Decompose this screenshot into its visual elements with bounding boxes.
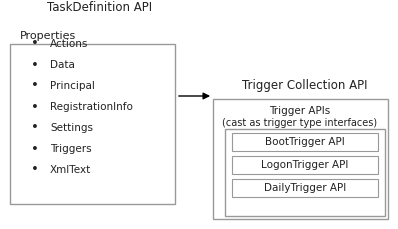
- Text: Principal: Principal: [50, 81, 95, 91]
- Text: RegistrationInfo: RegistrationInfo: [50, 102, 133, 112]
- Text: XmlText: XmlText: [50, 165, 91, 175]
- Text: DailyTrigger API: DailyTrigger API: [264, 183, 346, 193]
- Text: Trigger Collection API: Trigger Collection API: [242, 79, 368, 92]
- Text: Trigger APIs: Trigger APIs: [269, 106, 331, 116]
- Bar: [10, 44, 175, 204]
- Text: •: •: [31, 58, 39, 71]
- Text: •: •: [31, 38, 39, 51]
- Text: •: •: [31, 122, 39, 134]
- Text: (cast as trigger type interfaces): (cast as trigger type interfaces): [222, 118, 378, 128]
- Text: Settings: Settings: [50, 123, 93, 133]
- Text: •: •: [31, 164, 39, 177]
- Text: •: •: [31, 79, 39, 93]
- Text: •: •: [31, 101, 39, 114]
- Bar: [225, 129, 385, 216]
- Bar: [232, 156, 378, 174]
- Text: Actions: Actions: [50, 39, 88, 49]
- Text: Properties: Properties: [20, 31, 76, 41]
- Text: TaskDefinition API: TaskDefinition API: [47, 1, 152, 14]
- Text: LogonTrigger API: LogonTrigger API: [261, 160, 349, 170]
- Bar: [232, 179, 378, 197]
- Text: BootTrigger API: BootTrigger API: [265, 137, 345, 147]
- Text: Triggers: Triggers: [50, 144, 92, 154]
- Text: •: •: [31, 142, 39, 155]
- Bar: [232, 133, 378, 151]
- Bar: [213, 99, 388, 219]
- Text: Data: Data: [50, 60, 75, 70]
